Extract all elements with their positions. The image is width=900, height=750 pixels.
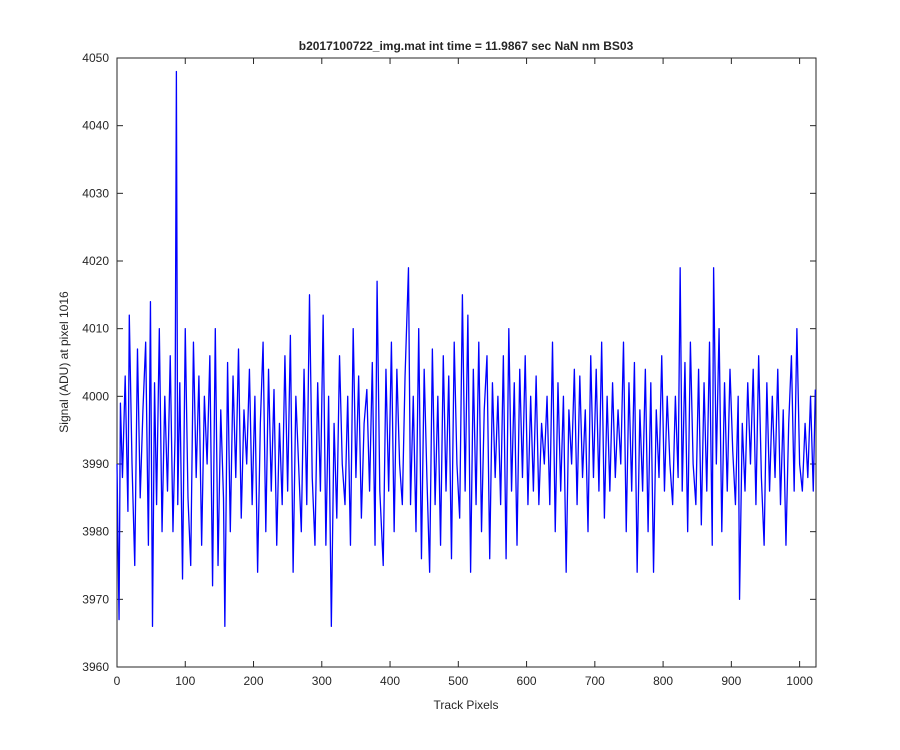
y-tick-label: 4030 (82, 186, 109, 200)
x-tick-label: 900 (721, 674, 741, 688)
y-tick-label: 4050 (82, 51, 109, 65)
x-tick-label: 500 (448, 674, 468, 688)
y-tick-label: 4040 (82, 119, 109, 133)
y-tick-label: 3980 (82, 525, 109, 539)
x-tick-label: 300 (312, 674, 332, 688)
y-tick-label: 4000 (82, 389, 109, 403)
y-tick-label: 4010 (82, 322, 109, 336)
x-tick-label: 0 (114, 674, 121, 688)
x-axis-label: Track Pixels (434, 698, 499, 712)
y-axis-label: Signal (ADU) at pixel 1016 (57, 291, 71, 433)
chart-title: b2017100722_img.mat int time = 11.9867 s… (299, 39, 634, 53)
y-tick-label: 4020 (82, 254, 109, 268)
x-tick-label: 200 (244, 674, 264, 688)
y-tick-label: 3970 (82, 592, 109, 606)
data-line (116, 70, 816, 628)
y-tick-label: 3990 (82, 457, 109, 471)
y-tick-label: 3960 (82, 660, 109, 674)
x-tick-label: 1000 (786, 674, 813, 688)
x-tick-label: 100 (175, 674, 195, 688)
x-tick-label: 400 (380, 674, 400, 688)
x-tick-label: 800 (653, 674, 673, 688)
x-tick-label: 700 (585, 674, 605, 688)
x-tick-label: 600 (517, 674, 537, 688)
